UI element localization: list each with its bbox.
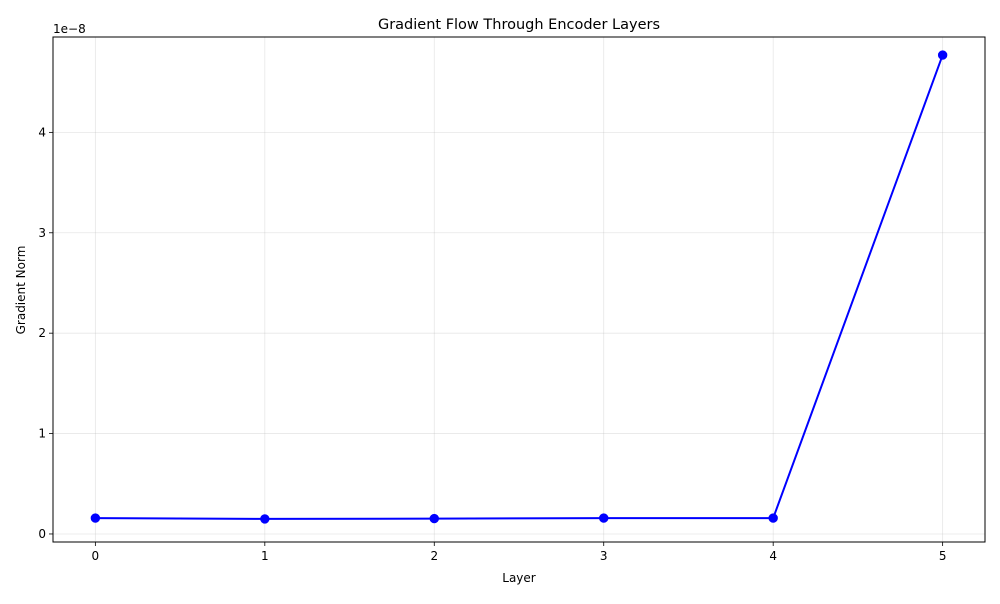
y-axis-label: Gradient Norm: [14, 246, 28, 335]
x-axis-label: Layer: [502, 571, 536, 585]
data-point-marker: [260, 514, 270, 524]
x-tick-label: 3: [600, 549, 608, 563]
x-tick-label: 0: [92, 549, 100, 563]
grid-lines: [53, 37, 985, 542]
x-tick-label: 1: [261, 549, 269, 563]
chart-title: Gradient Flow Through Encoder Layers: [378, 17, 660, 33]
y-tick-label: 2: [38, 326, 46, 340]
y-tick-label: 0: [38, 527, 46, 541]
data-point-marker: [429, 513, 439, 524]
y-tick-label: 3: [38, 226, 46, 240]
series-line: [95, 54, 944, 520]
y-tick-label: 4: [38, 125, 46, 139]
plot-area-frame: [52, 36, 986, 543]
data-point-marker: [768, 513, 778, 523]
x-axis-ticks: 0 1 2 3 4 5: [92, 542, 947, 563]
data-point-marker: [937, 50, 948, 60]
series-layer: [90, 50, 948, 524]
y-axis-ticks: 0 1 2 3 4: [38, 125, 53, 541]
x-tick-label: 5: [939, 549, 947, 563]
data-point-marker: [90, 513, 101, 523]
y-axis-offset-label: 1e−8: [53, 22, 86, 36]
data-point-marker: [599, 513, 609, 523]
y-tick-label: 1: [38, 427, 46, 441]
x-tick-label: 4: [769, 549, 777, 563]
x-tick-label: 2: [430, 549, 438, 563]
